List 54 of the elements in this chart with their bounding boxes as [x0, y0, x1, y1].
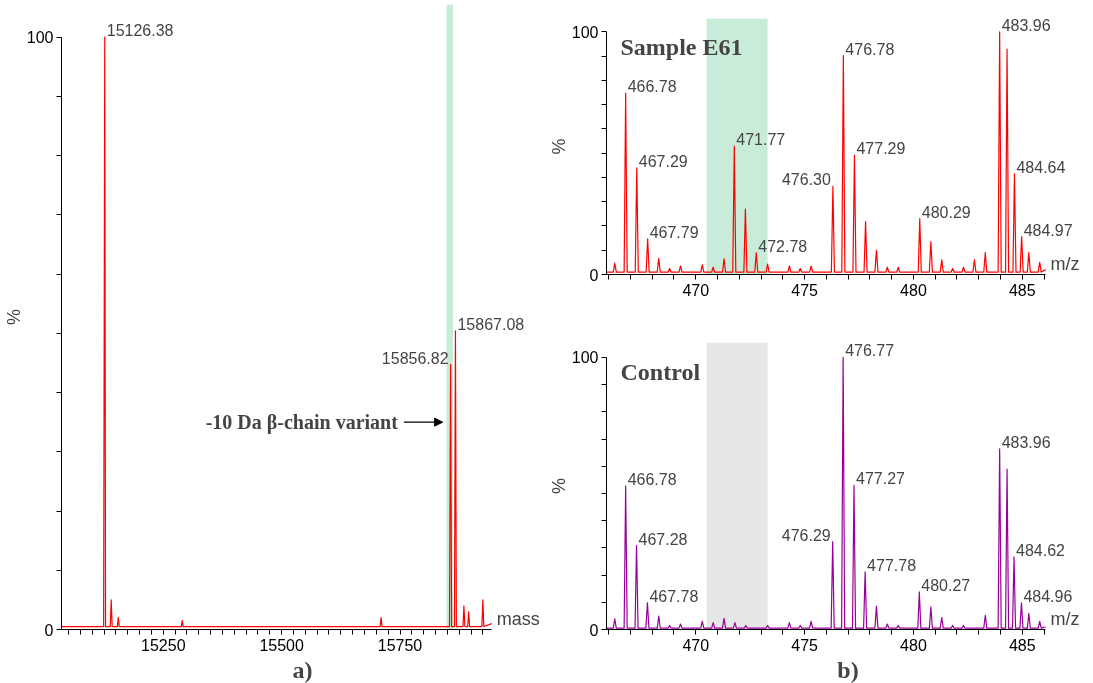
y-tick-label: 100	[26, 29, 54, 47]
x-tick-label: 485	[1008, 281, 1036, 299]
x-tick-label: 15500	[259, 636, 304, 654]
y-tick-label: 0	[44, 621, 54, 639]
x-tick-label: 15750	[377, 636, 423, 654]
annotation: 15126.38	[106, 22, 174, 40]
y-axis-title: %	[548, 477, 569, 494]
annotation: 484.96	[1023, 587, 1073, 605]
x-tick-label: 475	[791, 636, 819, 654]
annotation: 467.79	[649, 223, 699, 241]
x-tick-label: 480	[900, 281, 927, 299]
annotation: 484.64	[1016, 158, 1066, 176]
y-tick-label: 100	[571, 349, 599, 367]
annotation: 484.97	[1023, 221, 1073, 239]
annotation: 477.27	[856, 470, 906, 488]
annotation: 15856.82	[381, 349, 449, 367]
x-tick-label: 470	[682, 281, 710, 299]
y-tick-label: 100	[571, 23, 599, 41]
annotation: 467.29	[638, 152, 688, 170]
annotation: 466.78	[627, 77, 677, 95]
text: a)	[292, 656, 313, 683]
y-axis-title: %	[3, 308, 24, 325]
chart-title: Control	[620, 359, 701, 386]
x-tick-label: 475	[791, 281, 819, 299]
x-axis-title: m/z	[1050, 253, 1080, 274]
chart-title: Sample E61	[620, 33, 743, 60]
x-tick-label: 480	[900, 636, 927, 654]
annotation: -10 Da β-chain variant	[205, 411, 399, 435]
x-tick-label: 470	[682, 636, 710, 654]
annotation: 480.29	[921, 203, 971, 221]
annotation: 466.78	[627, 471, 677, 489]
annotation: 477.29	[856, 140, 906, 158]
annotation: 483.96	[1001, 16, 1051, 34]
annotation: 476.29	[781, 526, 831, 544]
annotation: 480.27	[921, 576, 971, 594]
annotation: 467.78	[649, 587, 699, 605]
annotation: 472.78	[758, 237, 808, 255]
annotation: 467.28	[638, 530, 688, 548]
x-axis-title: m/z	[1050, 608, 1080, 629]
annotation: 483.96	[1001, 433, 1051, 451]
x-axis-title: mass	[496, 608, 540, 629]
y-tick-label: 0	[589, 621, 599, 639]
annotation: 476.77	[845, 342, 895, 360]
x-tick-label: 485	[1008, 636, 1036, 654]
annotation: 15867.08	[457, 315, 525, 333]
annotation: 484.62	[1016, 541, 1066, 559]
x-tick-label: 15250	[141, 636, 186, 654]
annotation: 476.30	[781, 171, 831, 189]
y-tick-label: 0	[589, 266, 599, 284]
text: b)	[837, 656, 859, 683]
annotation: 476.78	[845, 40, 895, 58]
y-axis-title: %	[548, 138, 569, 155]
annotation: 477.78	[867, 556, 917, 574]
annotation: 471.77	[736, 131, 786, 149]
